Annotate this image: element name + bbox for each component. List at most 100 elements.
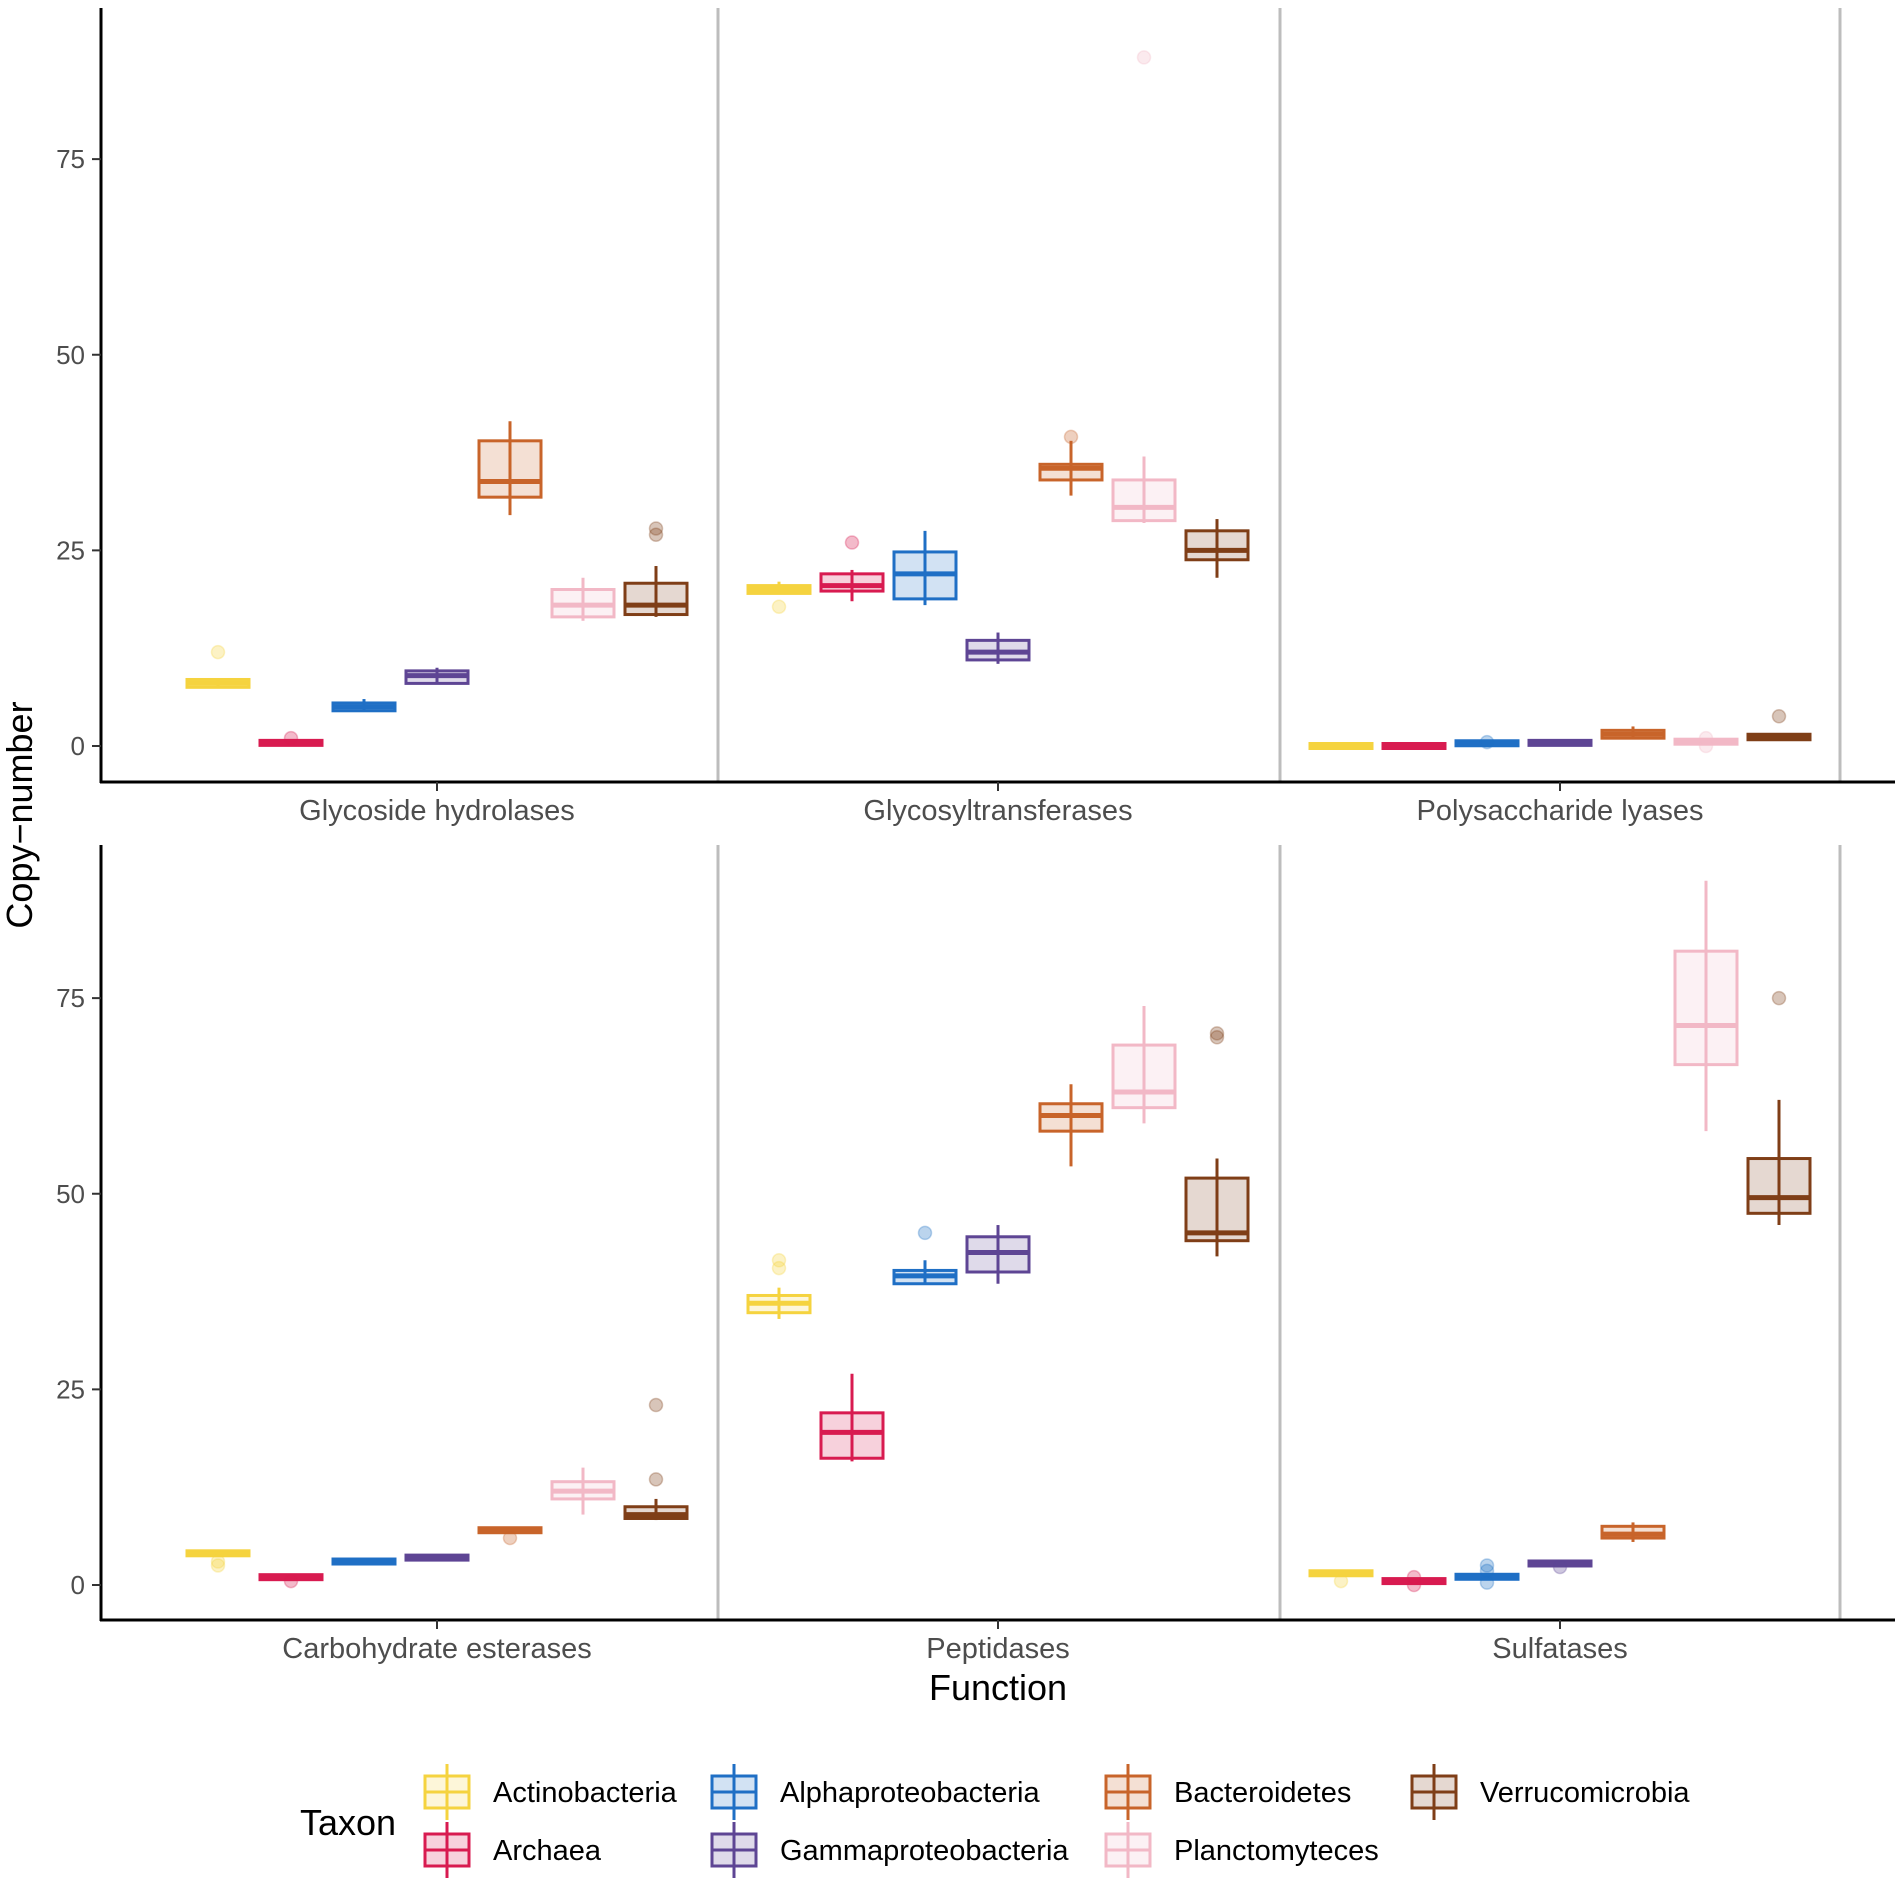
- box-actinobacteria: [1308, 1569, 1374, 1589]
- box-planctomyteces: [1673, 880, 1739, 1132]
- box-alphaproteobacteria: [331, 1557, 397, 1566]
- outlier-point: [1479, 1563, 1495, 1579]
- box-alphaproteobacteria: [892, 1225, 958, 1286]
- outlier-point: [648, 1472, 664, 1487]
- outlier-point: [1209, 1030, 1225, 1045]
- panel-sulfatases: Sulfatases: [1308, 880, 1812, 1665]
- legend: Taxon Actinobacteria Archaea Alphaproteoba…: [300, 1764, 1690, 1878]
- box-alphaproteobacteria: [1454, 734, 1520, 750]
- box-alphaproteobacteria: [892, 530, 958, 606]
- box-gammaproteobacteria: [1527, 1559, 1593, 1575]
- panel-glycosyltransferases: Glycosyltransferases: [746, 50, 1250, 827]
- legend-label: Alphaproteobacteria: [780, 1777, 1040, 1809]
- x-category-label: Peptidases: [926, 1633, 1070, 1665]
- box-gammaproteobacteria: [965, 1225, 1031, 1284]
- panel-peptidases: Peptidases: [746, 1005, 1250, 1665]
- legend-item-alphaproteobacteria: Alphaproteobacteria: [710, 1764, 1040, 1820]
- facet-row-2: 0 25 50 75 Carbohydrate esterases Peptidases S…: [56, 845, 1895, 1665]
- box-planctomyteces: [1111, 1005, 1177, 1124]
- panel-glycoside-hydrolases: Glycoside hydrolases: [185, 421, 689, 827]
- box-bacteroidetes: [1038, 1084, 1104, 1167]
- y-tick-label: 75: [56, 983, 85, 1013]
- legend-item-archaea: Archaea: [423, 1822, 602, 1878]
- outlier-point: [1406, 1577, 1422, 1593]
- box-bacteroidetes: [1600, 1522, 1666, 1542]
- outlier-point: [1479, 1558, 1495, 1573]
- legend-item-actinobacteria: Actinobacteria: [423, 1764, 678, 1820]
- outlier-point: [210, 1554, 226, 1569]
- box-planctomyteces: [1111, 50, 1177, 523]
- iqr-box: [1111, 478, 1177, 523]
- outlier-point: [502, 1530, 518, 1546]
- box-gammaproteobacteria: [1527, 738, 1593, 747]
- y-tick-label: 50: [56, 340, 85, 370]
- outlier-point: [210, 1558, 226, 1573]
- y-axis-title: Copy−number: [0, 701, 40, 928]
- legend-label: Archaea: [493, 1835, 602, 1867]
- box-verrucomicrobia: [1746, 709, 1812, 742]
- outlier-point: [283, 1573, 299, 1589]
- legend-label: Gammaproteobacteria: [780, 1835, 1069, 1867]
- box-verrucomicrobia: [1746, 990, 1812, 1226]
- box-archaea: [819, 535, 885, 602]
- outlier-point: [1479, 734, 1495, 750]
- panel-polysaccharide-lyases: Polysaccharide lyases: [1308, 709, 1812, 827]
- box-archaea: [1381, 1569, 1447, 1593]
- legend-label: Verrucomicrobia: [1480, 1777, 1690, 1809]
- outlier-point: [283, 730, 299, 746]
- legend-item-planctomyteces: Planctomyteces: [1104, 1822, 1379, 1878]
- outlier-point: [648, 527, 664, 542]
- outlier-point: [1209, 1026, 1225, 1041]
- box-gammaproteobacteria: [404, 1553, 470, 1562]
- legend-item-verrucomicrobia: Verrucomicrobia: [1410, 1764, 1690, 1820]
- x-category-label: Glycosyltransferases: [863, 795, 1132, 827]
- box-actinobacteria: [1308, 742, 1374, 750]
- box-verrucomicrobia: [1184, 1026, 1250, 1257]
- iqr-box: [819, 572, 885, 593]
- outlier-point: [648, 1397, 664, 1413]
- box-actinobacteria: [746, 1253, 812, 1319]
- facet-row-1: 0 25 50 75 Glycoside hydrolases Glycosyltrans…: [56, 8, 1895, 827]
- box-bacteroidetes: [1600, 726, 1666, 740]
- box-bacteroidetes: [477, 421, 543, 516]
- iqr-box: [623, 581, 689, 617]
- outlier-point: [648, 521, 664, 536]
- iqr-box: [477, 439, 543, 499]
- legend-title: Taxon: [300, 1802, 396, 1843]
- panel-carbohydrate-esterases: Carbohydrate esterases: [185, 1397, 689, 1665]
- iqr-box: [1184, 529, 1250, 562]
- box-bacteroidetes: [1038, 429, 1104, 496]
- box-archaea: [258, 730, 324, 747]
- box-archaea: [1381, 742, 1447, 750]
- y-tick-label: 25: [56, 1374, 85, 1404]
- x-axis-title: Function: [929, 1667, 1067, 1708]
- outlier-point: [844, 535, 860, 550]
- box-alphaproteobacteria: [1454, 1558, 1520, 1590]
- outlier-point: [1333, 1573, 1349, 1589]
- x-category-label: Carbohydrate esterases: [282, 1633, 592, 1665]
- legend-label: Planctomyteces: [1174, 1835, 1379, 1867]
- y-tick-label: 25: [56, 535, 85, 565]
- panels-layer: 0 25 50 75 Glycoside hydrolases Glycosyltrans…: [56, 8, 1895, 1665]
- y-tick-label: 50: [56, 1179, 85, 1209]
- outlier-point: [1771, 990, 1787, 1006]
- box-planctomyteces: [550, 577, 616, 621]
- box-verrucomicrobia: [1184, 519, 1250, 578]
- outlier-point: [1698, 738, 1714, 754]
- box-actinobacteria: [185, 644, 251, 689]
- outlier-point: [1698, 730, 1714, 746]
- iqr-box: [1184, 1176, 1250, 1243]
- outlier-point: [917, 1225, 933, 1241]
- iqr-box: [1673, 949, 1739, 1067]
- box-archaea: [258, 1573, 324, 1589]
- outlier-point: [1552, 1559, 1568, 1575]
- outlier-point: [1063, 429, 1079, 445]
- box-gammaproteobacteria: [404, 667, 470, 685]
- box-actinobacteria: [185, 1549, 251, 1573]
- box-verrucomicrobia: [623, 1397, 689, 1521]
- box-planctomyteces: [1673, 730, 1739, 754]
- outlier-point: [1771, 709, 1787, 724]
- outlier-point: [1406, 1569, 1422, 1585]
- legend-label: Bacteroidetes: [1174, 1777, 1351, 1809]
